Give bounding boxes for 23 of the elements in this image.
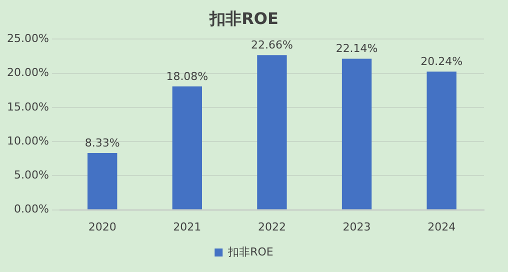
bar [172,86,202,210]
x-tick-label: 2022 [258,220,286,234]
chart-title: 扣非ROE [208,8,278,28]
bar [426,72,456,210]
x-tick-label: 2024 [428,220,456,234]
x-tick-label: 2021 [173,220,202,234]
data-label: 20.24% [420,55,463,68]
y-tick-label: 10.00% [6,134,49,148]
bar [88,152,118,210]
data-label: 22.14% [336,42,378,56]
y-tick-label: 15.00% [6,100,49,114]
bar [342,58,372,210]
x-tick-label: 2020 [88,220,116,234]
bar [257,55,287,210]
y-tick-label: 5.00% [14,168,49,182]
y-tick-label: 0.00% [14,202,49,216]
data-label: 18.08% [166,70,208,83]
legend-label: 扣非ROE [227,245,274,258]
data-label: 8.33% [84,136,120,150]
data-label: 22.66% [250,38,293,52]
y-tick-label: 20.00% [6,66,49,80]
y-tick-label: 25.00% [6,32,49,46]
x-tick-label: 2023 [342,220,371,234]
